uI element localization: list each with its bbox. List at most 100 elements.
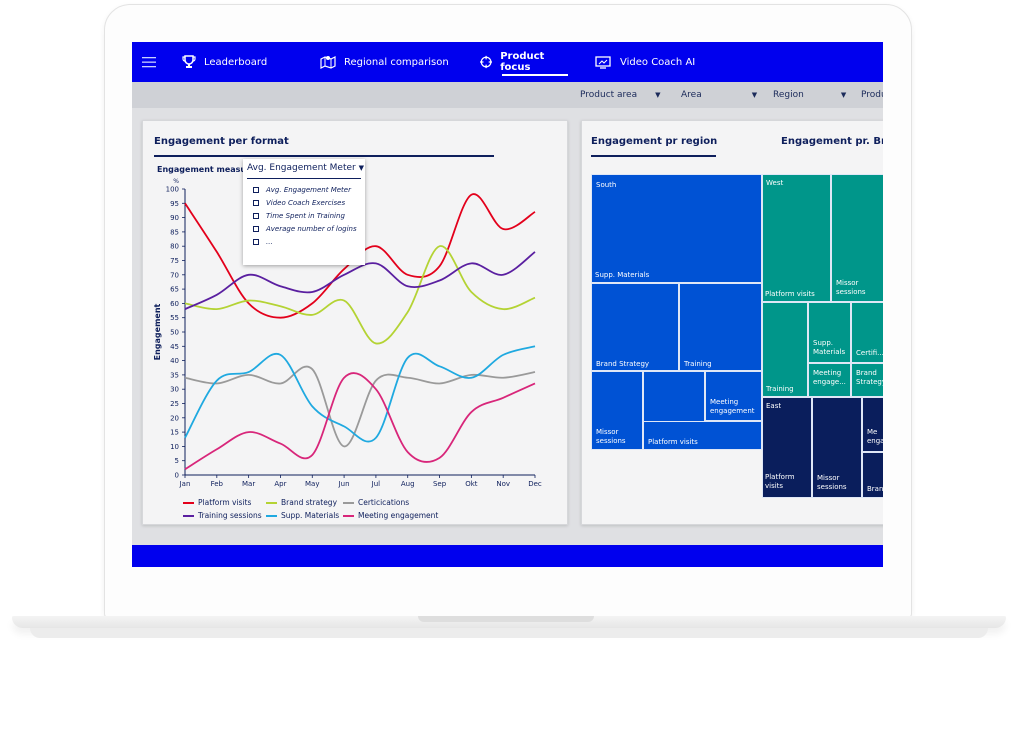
checkbox[interactable] [253, 187, 259, 193]
line-chart: 0 5 10 15 20 25 30 35 40 45 50 55 60 65 70 75 80 85 90 95 10… [153, 178, 542, 488]
treemap-cell-label: Supp. Materials [595, 271, 650, 279]
nav-item-leaderboard[interactable]: Leaderboard [182, 42, 267, 82]
treemap-cell-west[interactable]: Training [762, 302, 808, 397]
dropdown-option[interactable]: Video Coach Exercises [253, 199, 345, 207]
nav-item-product-focus[interactable]: Product focus [480, 42, 568, 82]
dropdown-option[interactable]: Time Spent in Training [253, 212, 345, 220]
dropdown-rule [247, 178, 361, 179]
x-tick-label: Jul [371, 480, 381, 488]
y-tick-label: 10 [170, 443, 179, 451]
filter-product[interactable]: Produ [861, 82, 883, 108]
dropdown-option[interactable]: ... [253, 238, 273, 246]
y-tick-label: 35 [170, 371, 179, 379]
laptop-notch [418, 616, 594, 622]
nav-item-regional-comparison[interactable]: Regional comparison [320, 42, 449, 82]
y-tick-label: 70 [170, 271, 179, 279]
x-tick-label: May [305, 480, 319, 488]
legend-item: Certicications [343, 498, 409, 507]
treemap-cell-west[interactable]: West [762, 174, 831, 302]
caret-down-icon: ▼ [751, 91, 758, 99]
legend-swatch [266, 514, 277, 517]
caret-down-icon: ▼ [840, 91, 847, 99]
filter-bar: Product area ▼ Area ▼ Region ▼ Produ [132, 82, 883, 108]
filter-label: Product area [580, 90, 638, 100]
caret-down-icon: ▼ [655, 91, 661, 99]
y-tick-label: 40 [170, 357, 179, 365]
x-tick-label: Jan [179, 480, 191, 488]
nav-item-video-coach[interactable]: Video Coach AI [594, 42, 695, 82]
legend-item: Meeting engagement [343, 511, 438, 520]
measure-dropdown[interactable]: Avg. Engagement Meter ▼ Avg. Engagement … [243, 159, 365, 265]
filter-label: Produ [861, 90, 883, 100]
x-tick-label: Nov [496, 480, 510, 488]
legend-item: Brand strategy [266, 498, 337, 507]
nav-label: Leaderboard [204, 56, 268, 68]
treemap-cell-south[interactable]: Missor sessions [591, 371, 643, 450]
treemap-cell-label: Missor sessions [596, 428, 626, 445]
checkbox[interactable] [253, 213, 259, 219]
filter-region[interactable]: Region ▼ [773, 82, 846, 108]
y-tick-label: 90 [170, 214, 179, 222]
treemap-cell-east[interactable]: East [762, 397, 812, 498]
checkbox[interactable] [253, 226, 259, 232]
checkbox[interactable] [253, 239, 259, 245]
treemap-cell-west[interactable]: Meeting engage... [808, 363, 851, 397]
treemap-cell-west[interactable]: Missor sessions [831, 174, 883, 302]
dropdown-option[interactable]: Average number of logins [253, 225, 357, 233]
dropdown-option[interactable]: Avg. Engagement Meter [253, 186, 351, 194]
treemap-cell-east[interactable]: Missor sessions [812, 397, 862, 498]
treemap-cell-east[interactable]: Platform visits [762, 397, 812, 498]
y-tick-label: 95 [170, 200, 179, 208]
dropdown-selected[interactable]: Avg. Engagement Meter ▼ [247, 163, 364, 173]
treemap-cell-label: Platform visits [765, 473, 795, 490]
treemap-cell-south[interactable]: South [591, 174, 762, 283]
option-label: Average number of logins [266, 225, 357, 233]
engagement-format-card: Engagement per format Engagement measu 0… [142, 120, 568, 525]
y-tick-label: 75 [170, 257, 179, 265]
series-line-meeting-engagement [184, 372, 536, 471]
treemap-cell-west[interactable]: Brand Strategy [851, 363, 883, 397]
treemap-cell-south[interactable]: Brand Strategy [591, 283, 679, 371]
menu-icon[interactable] [142, 42, 164, 82]
treemap-cell-east[interactable]: Me enga [862, 397, 883, 452]
checkbox[interactable] [253, 200, 259, 206]
title-underline [591, 155, 716, 157]
treemap-cell-south[interactable]: Supp. Materials [591, 174, 762, 283]
y-tick-label: 100 [166, 186, 179, 194]
treemap-cell-label: Me enga [867, 428, 883, 445]
legend-label: Supp. Materials [281, 511, 340, 520]
y-unit-label: % [173, 178, 179, 185]
y-tick-label: 60 [170, 300, 179, 308]
treemap-cell-south[interactable]: Platform visits [643, 421, 762, 450]
treemap-cell-west[interactable]: Certifi... [851, 302, 883, 363]
x-tick-label: Feb [211, 480, 224, 488]
treemap-cell-west[interactable]: Supp. Materials [808, 302, 851, 363]
series-line-training-sessions [184, 251, 536, 310]
legend-swatch [183, 501, 194, 504]
target-icon [480, 55, 493, 69]
treemap-cell-south[interactable]: Training [679, 283, 762, 371]
y-tick-label: 80 [170, 243, 179, 251]
series-line-brand-strategy [184, 245, 536, 345]
legend-swatch [183, 514, 194, 517]
dropdown-selected-label: Avg. Engagement Meter [247, 163, 356, 173]
treemap-cell-east[interactable]: Bran [862, 452, 883, 498]
y-tick-label: 65 [170, 286, 179, 294]
filter-product-area[interactable]: Product area ▼ [580, 82, 661, 108]
treemap-cell-label: Missor sessions [836, 279, 866, 296]
y-tick-label: 45 [170, 343, 179, 351]
treemap-cell-label: East [766, 402, 782, 410]
card-title: Engagement per format [154, 136, 289, 147]
engagement-region-card: Engagement pr region Engagement pr. Bra … [581, 120, 883, 525]
treemap-cell-west[interactable]: Platform visits [762, 174, 831, 302]
legend-item: Supp. Materials [266, 511, 339, 520]
treemap-cell-label: Training [766, 385, 794, 393]
treemap-cell-label: West [766, 179, 784, 187]
filter-area[interactable]: Area ▼ [681, 82, 757, 108]
footer-bar [132, 545, 883, 567]
treemap-cell-south[interactable]: Meeting engagement [705, 371, 762, 421]
title-underline [154, 155, 494, 157]
legend-label: Platform visits [198, 498, 252, 507]
treemap-cell-label: Certifi... [856, 349, 883, 357]
x-tick-label: Mar [242, 480, 255, 488]
